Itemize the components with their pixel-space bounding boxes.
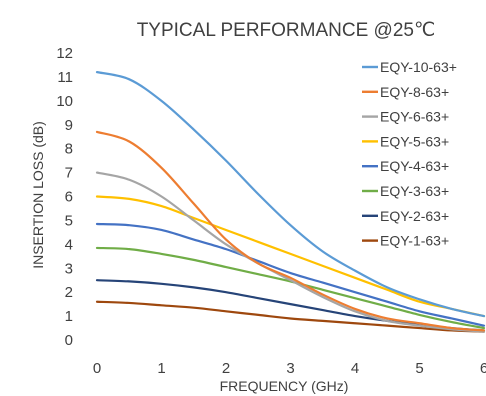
- y-tick-label: 11: [57, 69, 73, 86]
- series-line-eqy-1-63: [95, 300, 486, 333]
- x-tick-label: 4: [351, 360, 359, 377]
- y-tick-label: 3: [65, 260, 73, 277]
- y-tick-label: 12: [56, 45, 73, 62]
- legend-entry-label: EQY-3-63+: [380, 183, 449, 199]
- x-tick-label: 6: [480, 360, 486, 377]
- legend-entry-label: EQY-10-63+: [380, 59, 457, 75]
- y-tick-label: 7: [65, 165, 73, 182]
- legend-background: [357, 53, 483, 259]
- y-tick-label: 5: [65, 212, 73, 229]
- y-tick-label: 4: [65, 236, 73, 253]
- x-axis-ticks: 0 1 2 3 4 5 6: [93, 360, 486, 377]
- y-axis-label: INSERTION LOSS (dB): [30, 121, 46, 269]
- legend-entry-label: EQY-4-63+: [380, 158, 449, 174]
- series-line-eqy-10-63: [95, 71, 486, 318]
- x-tick-label: 5: [415, 360, 423, 377]
- series-line-eqy-5-63: [95, 195, 486, 318]
- y-tick-label: 8: [65, 141, 73, 158]
- y-tick-label: 1: [65, 308, 73, 325]
- legend-entry-label: EQY-8-63+: [380, 84, 449, 100]
- plot-series: [95, 71, 486, 333]
- x-axis-label: FREQUENCY (GHz): [220, 378, 349, 394]
- x-tick-label: 1: [157, 360, 165, 377]
- y-tick-label: 2: [65, 284, 73, 301]
- series-line-eqy-4-63: [95, 222, 486, 327]
- series-line-eqy-6-63: [95, 171, 486, 333]
- x-tick-label: 3: [286, 360, 294, 377]
- y-tick-label: 10: [56, 93, 73, 110]
- legend-entry-label: EQY-1-63+: [380, 233, 449, 249]
- y-tick-label: 9: [65, 117, 73, 134]
- x-tick-label: 0: [93, 360, 101, 377]
- chart-title: TYPICAL PERFORMANCE @25℃: [137, 20, 436, 41]
- legend-entry-label: EQY-6-63+: [380, 109, 449, 125]
- series-line-eqy-3-63: [95, 246, 486, 330]
- y-tick-label: 0: [65, 332, 73, 349]
- series-line-eqy-8-63: [95, 130, 486, 332]
- y-tick-label: 6: [65, 189, 73, 206]
- legend-entry-label: EQY-5-63+: [380, 133, 449, 149]
- x-tick-label: 2: [222, 360, 230, 377]
- legend: EQY-10-63+ EQY-8-63+ EQY-6-63+ EQY-5-63+ EQY…: [357, 53, 483, 259]
- series-line-eqy-2-63: [95, 279, 486, 332]
- legend-entry-label: EQY-2-63+: [380, 208, 449, 224]
